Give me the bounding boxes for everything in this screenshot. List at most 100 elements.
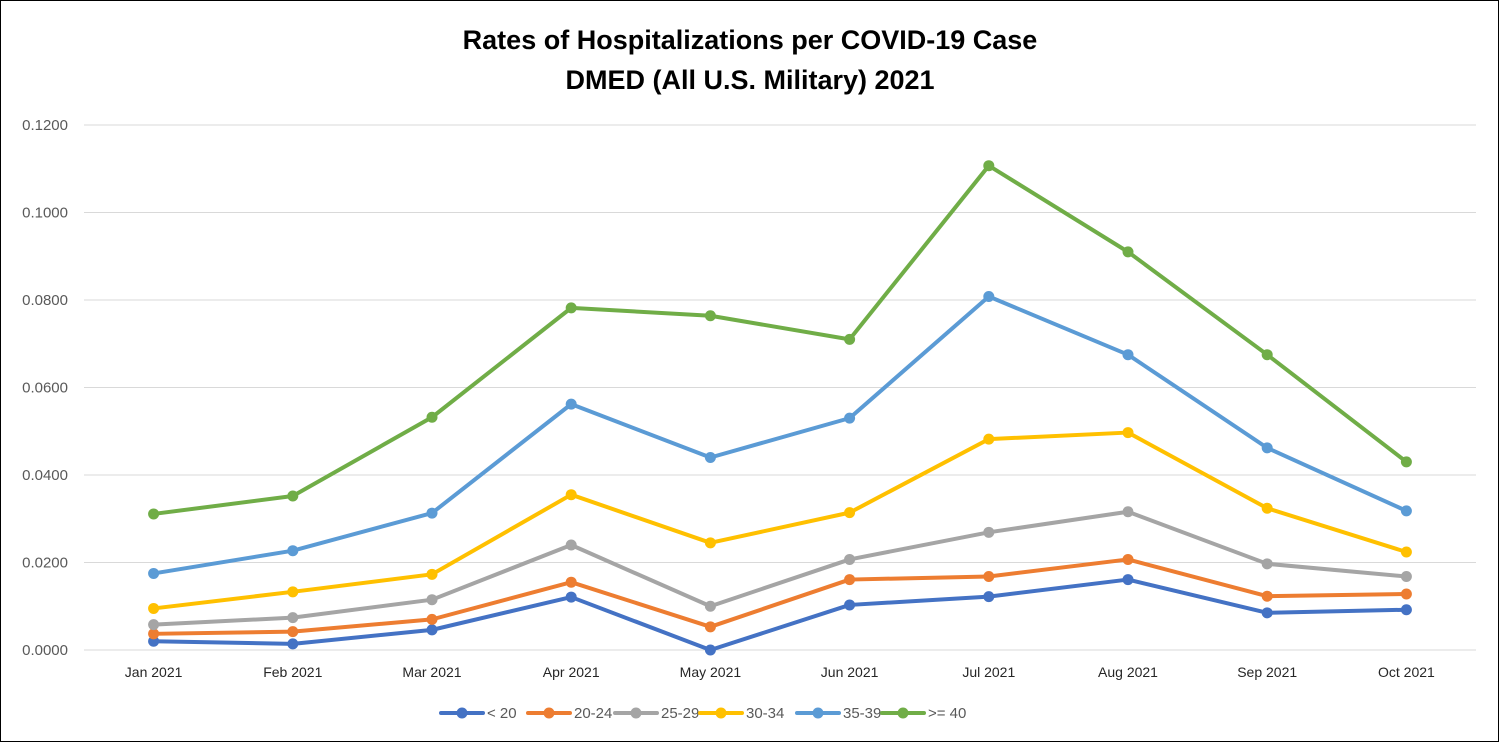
data-point [565,302,577,314]
data-point [426,594,438,606]
series-5 [148,291,1412,579]
x-tick-label: Jul 2021 [962,664,1015,680]
series-lines [148,160,1412,656]
data-point [844,412,856,424]
legend-label: 30-34 [746,705,784,722]
data-point [1400,505,1412,517]
data-point [1122,574,1134,586]
data-point [287,638,299,650]
y-tick-label: 0.0600 [22,380,68,397]
x-tick-label: Apr 2021 [543,664,600,680]
data-point [565,539,577,551]
series-line [151,577,1409,652]
data-point [983,433,995,445]
data-point [148,508,160,520]
data-point [565,489,577,501]
data-point [148,619,160,631]
y-tick-label: 0.0800 [22,292,68,309]
x-tick-label: Oct 2021 [1378,664,1435,680]
data-point [844,574,856,586]
data-point [983,291,995,302]
legend-swatch-marker [812,707,824,719]
x-tick-label: Feb 2021 [263,664,322,680]
data-point [287,586,299,598]
data-point [426,613,438,625]
y-tick-label: 0.1200 [22,117,68,134]
data-point [426,411,438,423]
data-point [844,599,856,611]
data-point [844,333,856,345]
data-point [704,621,716,633]
data-point [704,600,716,612]
data-point [1400,571,1412,582]
y-tick-label: 0.0400 [22,467,68,484]
data-point [287,612,299,624]
series-line [151,430,1409,611]
data-point [1122,427,1134,439]
series-1 [148,574,1412,656]
data-point [565,576,577,588]
legend-item: < 20 [439,705,517,722]
data-point [426,624,438,636]
series-line [151,294,1409,576]
legend-swatch-marker [456,707,468,719]
data-point [1122,553,1134,565]
legend-item: >= 40 [880,705,966,722]
y-axis-ticks: 0.0000 0.0200 0.0400 0.0600 0.0800 0.1000 0.12… [22,117,68,659]
series-line [151,557,1409,636]
legend-swatch-marker [543,707,555,719]
x-tick-label: Jun 2021 [821,664,879,680]
data-point [1122,349,1134,361]
data-point [844,507,856,519]
chart-subtitle: DMED (All U.S. Military) 2021 [565,65,934,95]
data-point [704,310,716,322]
legend-label: 35-39 [843,705,881,722]
legend-item: 25-29 [613,705,699,722]
data-point [565,398,577,410]
series-line [151,509,1409,627]
series-6 [148,160,1412,520]
legend-label: 20-24 [574,705,612,722]
x-tick-label: Jan 2021 [125,664,183,680]
series-line [151,163,1409,516]
legend-item: 30-34 [698,705,784,722]
data-point [1122,246,1134,258]
legend-label: >= 40 [928,705,966,722]
data-point [1400,546,1412,558]
data-point [1261,349,1273,361]
gridlines [84,124,1476,651]
data-point [1261,590,1273,602]
data-point [148,628,160,640]
chart-title: Rates of Hospitalizations per COVID-19 C… [463,25,1038,55]
legend-swatch-marker [715,707,727,719]
data-point [148,567,160,579]
data-point [983,571,995,582]
legend-label: 25-29 [661,705,699,722]
data-point [148,602,160,614]
data-point [844,553,856,565]
data-point [1400,604,1412,616]
data-point [1122,506,1134,518]
y-tick-label: 0.1000 [22,205,68,222]
data-point [1400,456,1412,468]
data-point [1261,442,1273,454]
x-tick-label: Sep 2021 [1237,664,1297,680]
data-point [983,591,995,603]
legend-item: 35-39 [795,705,881,722]
legend-swatch-marker [897,707,909,719]
data-point [983,526,995,538]
x-tick-label: Aug 2021 [1098,664,1158,680]
data-point [426,507,438,519]
data-point [565,591,577,603]
x-tick-label: Mar 2021 [402,664,461,680]
data-point [983,160,995,172]
data-point [1261,607,1273,619]
series-3 [148,506,1412,631]
y-tick-label: 0.0200 [22,555,68,572]
data-point [287,545,299,557]
legend: < 20 20-24 25-29 30-34 35-39 >= 40 [439,705,966,722]
data-point [426,568,438,580]
data-point [1261,502,1273,514]
